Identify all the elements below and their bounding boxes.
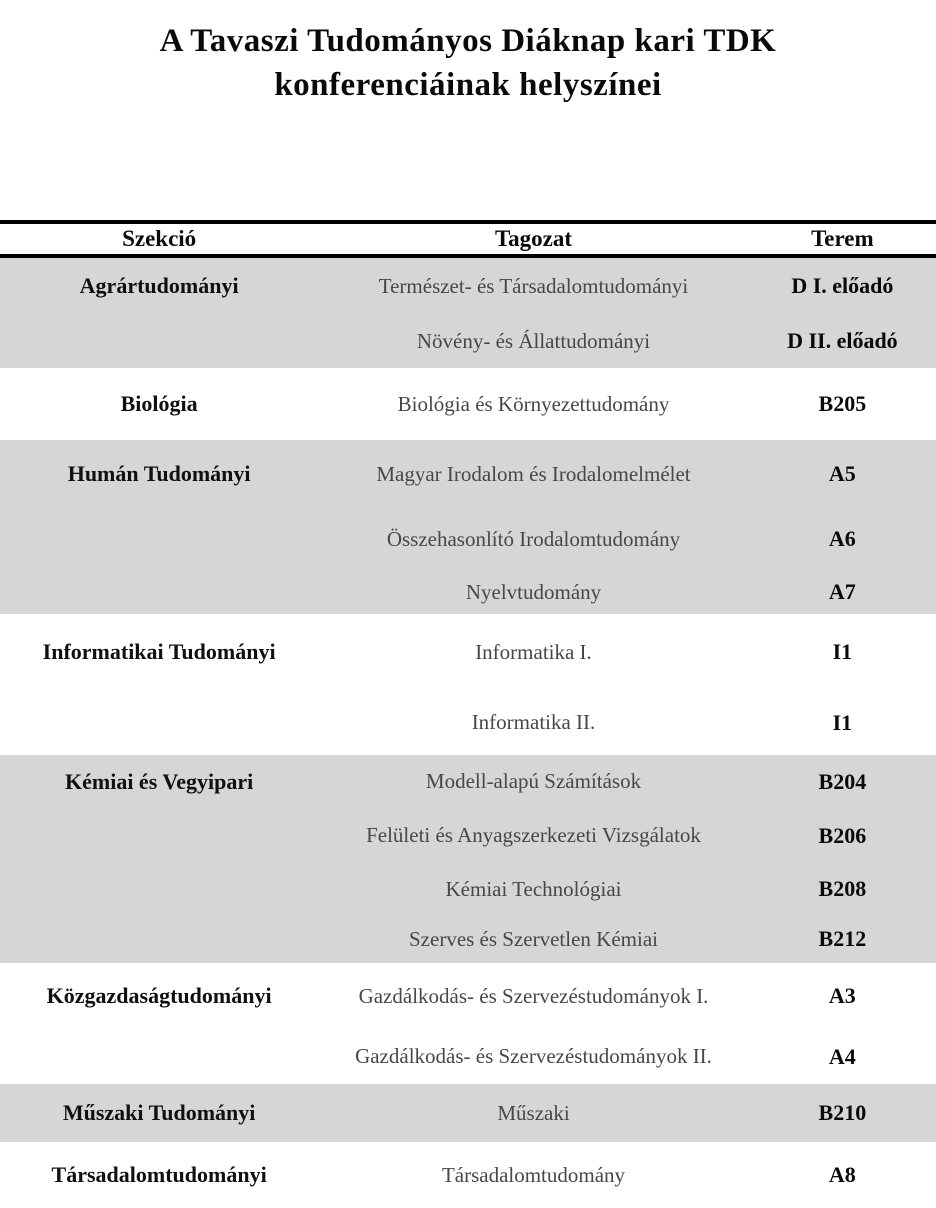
tagozat-cell: Informatika I. [475, 639, 592, 664]
terem-cell: B208 [818, 876, 867, 901]
table-row: Gazdálkodás- és Szervezéstudományok II. … [0, 1029, 936, 1084]
table-body: Agrártudományi Természet- és Társadalomt… [0, 258, 936, 1208]
section-name: Agrártudományi [79, 273, 239, 298]
table-row: Összehasonlító Irodalomtudomány A6 [0, 508, 936, 570]
section-name: Műszaki Tudományi [62, 1100, 256, 1125]
table-row: Biológia Biológia és Környezettudomány B… [0, 368, 936, 440]
page-title-line1: A Tavaszi Tudományos Diáknap kari TDK [159, 23, 777, 59]
terem-cell: A6 [828, 526, 856, 551]
tagozat-cell: Szerves és Szervetlen Kémiai [409, 926, 658, 951]
table-row: Közgazdaságtudományi Gazdálkodás- és Sze… [0, 963, 936, 1029]
table-row: Kémiai Technológiai B208 [0, 863, 936, 915]
table-row: Nyelvtudomány A7 [0, 570, 936, 614]
table-row: Kémiai és Vegyipari Modell-alapú Számítá… [0, 755, 936, 808]
terem-cell: B210 [818, 1100, 867, 1125]
tagozat-cell: Műszaki [497, 1100, 570, 1125]
section-name: Biológia [120, 391, 198, 416]
tagozat-cell: Növény- és Állattudományi [416, 328, 651, 353]
terem-cell: A7 [828, 579, 856, 604]
tagozat-cell: Társadalomtudomány [441, 1162, 626, 1187]
terem-cell: A8 [828, 1162, 856, 1187]
page-title-line2: konferenciáinak helyszínei [274, 66, 662, 103]
tagozat-cell: Gazdálkodás- és Szervezéstudományok II. [355, 1044, 712, 1068]
tagozat-cell: Modell-alapú Számítások [425, 769, 642, 793]
terem-cell: B212 [818, 926, 867, 951]
terem-cell: I1 [832, 709, 853, 735]
terem-cell: B206 [818, 822, 867, 848]
section-name: Informatikai Tudományi [42, 639, 276, 664]
tagozat-cell: Informatika II. [471, 710, 596, 734]
table-header-rule [0, 254, 936, 258]
section-name: Közgazdaságtudományi [46, 983, 272, 1008]
tagozat-cell: Kémiai Technológiai [445, 876, 622, 901]
header-terem: Terem [811, 226, 874, 251]
section-block: Humán Tudományi Magyar Irodalom és Iroda… [0, 440, 936, 614]
section-block: Műszaki Tudományi Műszaki B210 [0, 1084, 936, 1142]
header-tagozat: Tagozat [494, 226, 573, 251]
section-name: Kémiai és Vegyipari [65, 768, 254, 794]
section-block: Agrártudományi Természet- és Társadalomt… [0, 258, 936, 368]
table-row: Agrártudományi Természet- és Társadalomt… [0, 258, 936, 314]
terem-cell: B205 [818, 391, 867, 416]
header-szekcio: Szekció [122, 226, 197, 251]
table-row: Informatikai Tudományi Informatika I. I1 [0, 614, 936, 690]
terem-cell: A5 [828, 461, 856, 486]
section-block: Társadalomtudományi Társadalomtudomány A… [0, 1142, 936, 1208]
terem-cell: B204 [818, 768, 867, 794]
tagozat-cell: Természet- és Társadalomtudományi [378, 273, 689, 298]
terem-cell: A3 [828, 983, 856, 1008]
tagozat-cell: Magyar Irodalom és Irodalomelmélet [376, 461, 691, 486]
terem-cell: I1 [832, 639, 853, 664]
terem-cell: D I. előadó [791, 273, 894, 298]
table-header-row: Szekció Tagozat Terem [0, 224, 936, 254]
page-title: A Tavaszi Tudományos Diáknap kari TDK ko… [0, 20, 936, 107]
table-row: Műszaki Tudományi Műszaki B210 [0, 1084, 936, 1142]
tagozat-cell: Összehasonlító Irodalomtudomány [386, 526, 681, 551]
tagozat-cell: Gazdálkodás- és Szervezéstudományok I. [358, 983, 709, 1008]
tagozat-cell: Nyelvtudomány [465, 579, 602, 604]
table-top-rule [0, 220, 936, 224]
terem-cell: A4 [828, 1043, 856, 1069]
table-row: Szerves és Szervetlen Kémiai B212 [0, 915, 936, 963]
section-block: Közgazdaságtudományi Gazdálkodás- és Sze… [0, 963, 936, 1084]
section-name: Társadalomtudományi [51, 1162, 267, 1187]
section-block: Informatikai Tudományi Informatika I. I1… [0, 614, 936, 755]
locations-table: Szekció Tagozat Terem Agrártudományi Ter… [0, 220, 936, 1208]
table-row: Társadalomtudományi Társadalomtudomány A… [0, 1142, 936, 1208]
section-block: Biológia Biológia és Környezettudomány B… [0, 368, 936, 440]
table-row: Informatika II. I1 [0, 690, 936, 755]
section-name: Humán Tudományi [67, 461, 251, 486]
table-row: Humán Tudományi Magyar Irodalom és Iroda… [0, 440, 936, 508]
tagozat-cell: Biológia és Környezettudomány [397, 391, 670, 416]
table-row: Növény- és Állattudományi D II. előadó [0, 314, 936, 368]
section-block: Kémiai és Vegyipari Modell-alapú Számítá… [0, 755, 936, 963]
table-row: Felületi és Anyagszerkezeti Vizsgálatok … [0, 808, 936, 863]
terem-cell: D II. előadó [787, 328, 898, 353]
tagozat-cell: Felületi és Anyagszerkezeti Vizsgálatok [366, 823, 701, 847]
